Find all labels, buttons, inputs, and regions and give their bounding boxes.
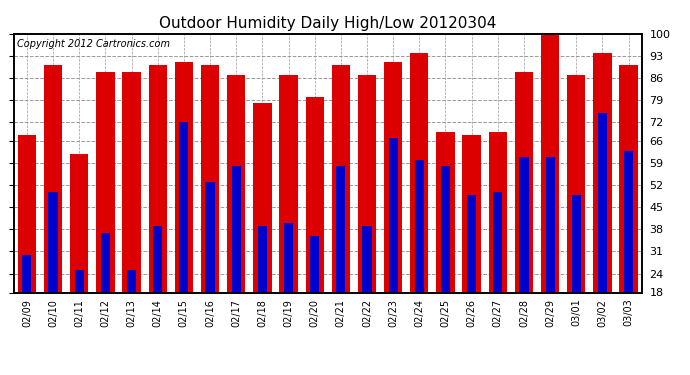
Bar — [362, 226, 372, 349]
Bar — [515, 72, 533, 349]
Bar — [232, 166, 241, 349]
Bar — [75, 270, 83, 349]
Bar — [598, 112, 607, 349]
Text: Copyright 2012 Cartronics.com: Copyright 2012 Cartronics.com — [17, 39, 170, 49]
Bar — [493, 192, 502, 349]
Bar — [358, 75, 376, 349]
Bar — [620, 65, 638, 349]
Bar — [567, 75, 585, 349]
Bar — [153, 226, 162, 349]
Bar — [336, 166, 346, 349]
Bar — [388, 138, 397, 349]
Bar — [520, 157, 529, 349]
Bar — [44, 65, 62, 349]
Bar — [22, 255, 32, 349]
Bar — [96, 72, 115, 349]
Bar — [279, 75, 297, 349]
Bar — [284, 223, 293, 349]
Bar — [48, 192, 58, 349]
Title: Outdoor Humidity Daily High/Low 20120304: Outdoor Humidity Daily High/Low 20120304 — [159, 16, 496, 31]
Bar — [593, 53, 611, 349]
Bar — [467, 195, 476, 349]
Bar — [384, 62, 402, 349]
Bar — [462, 135, 481, 349]
Bar — [624, 150, 633, 349]
Bar — [415, 160, 424, 349]
Bar — [148, 65, 167, 349]
Bar — [253, 103, 271, 349]
Bar — [332, 65, 350, 349]
Bar — [122, 72, 141, 349]
Bar — [101, 232, 110, 349]
Bar — [206, 182, 215, 349]
Bar — [410, 53, 428, 349]
Bar — [70, 154, 88, 349]
Bar — [179, 122, 188, 349]
Bar — [127, 270, 136, 349]
Bar — [310, 236, 319, 349]
Bar — [18, 135, 36, 349]
Bar — [306, 97, 324, 349]
Bar — [572, 195, 581, 349]
Bar — [436, 132, 455, 349]
Bar — [201, 65, 219, 349]
Bar — [489, 132, 507, 349]
Bar — [175, 62, 193, 349]
Bar — [258, 226, 267, 349]
Bar — [441, 166, 450, 349]
Bar — [546, 157, 555, 349]
Bar — [541, 34, 560, 349]
Bar — [227, 75, 246, 349]
